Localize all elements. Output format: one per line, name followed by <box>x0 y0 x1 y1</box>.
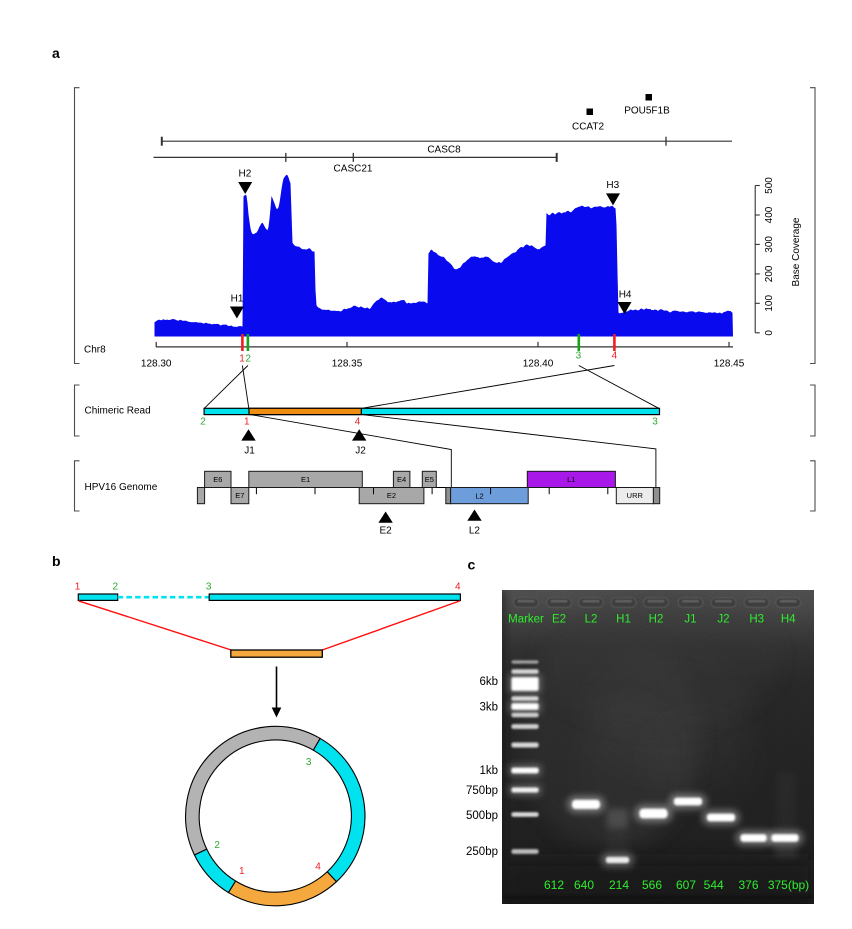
svg-text:1: 1 <box>239 354 245 365</box>
svg-text:400: 400 <box>764 206 775 223</box>
svg-text:CASC8: CASC8 <box>427 145 461 156</box>
svg-text:POU5F1B: POU5F1B <box>624 106 670 117</box>
svg-text:500bp: 500bp <box>466 810 498 822</box>
svg-text:128.35: 128.35 <box>332 359 363 370</box>
svg-text:URR: URR <box>627 491 644 500</box>
svg-text:J1: J1 <box>244 446 255 457</box>
svg-text:0: 0 <box>764 330 775 336</box>
svg-text:3: 3 <box>652 417 658 428</box>
svg-text:CCAT2: CCAT2 <box>572 122 604 133</box>
svg-text:2: 2 <box>200 417 206 428</box>
svg-text:E7: E7 <box>235 491 244 500</box>
svg-text:Chimeric Read: Chimeric Read <box>85 406 151 417</box>
svg-text:128.40: 128.40 <box>523 359 554 370</box>
svg-text:1: 1 <box>244 417 250 428</box>
svg-text:128.30: 128.30 <box>141 359 172 370</box>
svg-text:250bp: 250bp <box>466 846 498 858</box>
svg-text:1: 1 <box>239 866 245 877</box>
svg-text:4: 4 <box>612 351 618 362</box>
svg-text:100: 100 <box>764 295 775 312</box>
svg-text:2: 2 <box>245 354 251 365</box>
svg-text:E1: E1 <box>301 475 310 484</box>
svg-text:L1: L1 <box>567 475 575 484</box>
svg-text:3: 3 <box>306 757 312 768</box>
svg-text:b: b <box>52 553 61 569</box>
svg-text:128.45: 128.45 <box>714 359 745 370</box>
svg-text:H1: H1 <box>231 294 244 305</box>
svg-text:J2: J2 <box>355 446 366 457</box>
svg-text:L2: L2 <box>469 526 481 537</box>
svg-text:4: 4 <box>355 417 361 428</box>
svg-text:c: c <box>468 557 476 573</box>
svg-text:H4: H4 <box>619 290 632 301</box>
svg-text:200: 200 <box>764 265 775 282</box>
svg-text:Base Coverage: Base Coverage <box>791 217 802 286</box>
svg-text:2: 2 <box>214 840 220 851</box>
svg-text:E2: E2 <box>387 491 396 500</box>
svg-text:500: 500 <box>764 177 775 194</box>
svg-text:HPV16 Genome: HPV16 Genome <box>85 482 158 493</box>
svg-text:3: 3 <box>576 351 582 362</box>
svg-text:1: 1 <box>75 582 81 593</box>
svg-text:Chr8: Chr8 <box>84 345 106 356</box>
svg-text:E5: E5 <box>425 475 434 484</box>
svg-text:6kb: 6kb <box>479 676 498 688</box>
svg-text:E6: E6 <box>213 475 222 484</box>
svg-text:a: a <box>52 45 60 61</box>
svg-text:CASC21: CASC21 <box>334 164 373 175</box>
svg-text:2: 2 <box>113 582 119 593</box>
svg-text:E4: E4 <box>397 475 406 484</box>
svg-text:750bp: 750bp <box>466 785 498 797</box>
svg-text:H2: H2 <box>239 169 252 180</box>
svg-text:3: 3 <box>206 582 212 593</box>
svg-text:4: 4 <box>315 862 321 873</box>
svg-text:4: 4 <box>455 582 461 593</box>
svg-text:H3: H3 <box>606 180 619 191</box>
svg-text:E2: E2 <box>379 526 392 537</box>
svg-text:300: 300 <box>764 236 775 253</box>
svg-text:1kb: 1kb <box>479 765 498 777</box>
svg-text:L2: L2 <box>475 492 483 501</box>
svg-text:3kb: 3kb <box>479 701 498 713</box>
